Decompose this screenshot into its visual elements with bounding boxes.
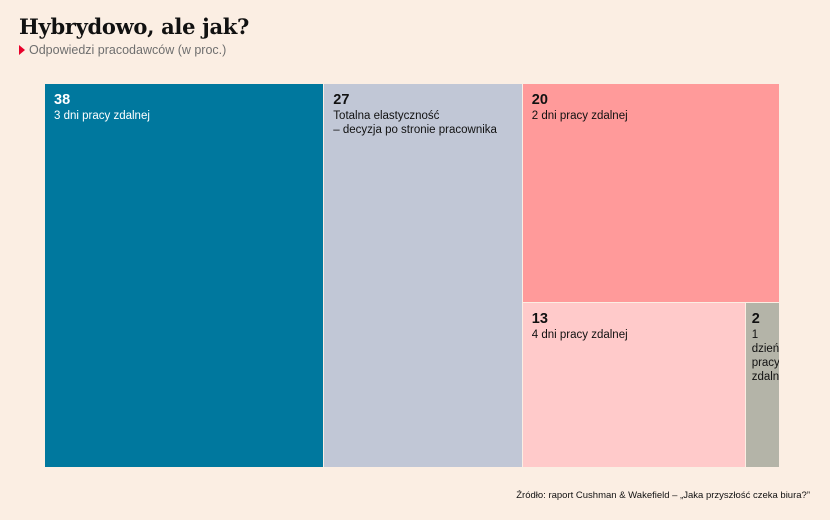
source-note: Źródło: raport Cushman & Wakefield – „Ja…: [516, 490, 810, 501]
tile-value: 13: [531, 311, 548, 328]
treemap-tile: 27 Totalna elastyczność – decyzja po stro…: [324, 84, 523, 468]
tile-value: 38: [54, 92, 71, 108]
tile-value: 20: [531, 92, 548, 108]
tile-label: 3 dni pracy zdalnej: [54, 110, 150, 122]
triangle-marker-icon: [19, 45, 25, 55]
treemap-tile: 13 4 dni pracy zdalnej: [522, 303, 746, 468]
chart-title: Hybrydowo, ale jak?: [19, 14, 250, 39]
chart-subtitle: Odpowiedzi pracodawców (w proc.): [19, 43, 226, 57]
subtitle-text: Odpowiedzi pracodawców (w proc.): [29, 43, 227, 57]
tile-value: 2: [751, 311, 760, 328]
treemap-tile: 20 2 dni pracy zdalnej: [522, 84, 780, 304]
treemap-chart: 38 3 dni pracy zdalnej 27 Totalna elastyczn…: [45, 84, 780, 468]
tile-label: Totalna elastyczność – decyzja po stroni…: [333, 110, 497, 136]
tile-value: 27: [333, 92, 350, 108]
tile-label: 1 dzień pracy zdalnej: [751, 329, 780, 384]
tile-label: 4 dni pracy zdalnej: [531, 329, 628, 342]
tile-label: 2 dni pracy zdalnej: [531, 110, 628, 122]
treemap-tile: 21 dzień pracy zdalnej: [745, 303, 780, 468]
treemap-tile: 38 3 dni pracy zdalnej: [45, 84, 325, 468]
